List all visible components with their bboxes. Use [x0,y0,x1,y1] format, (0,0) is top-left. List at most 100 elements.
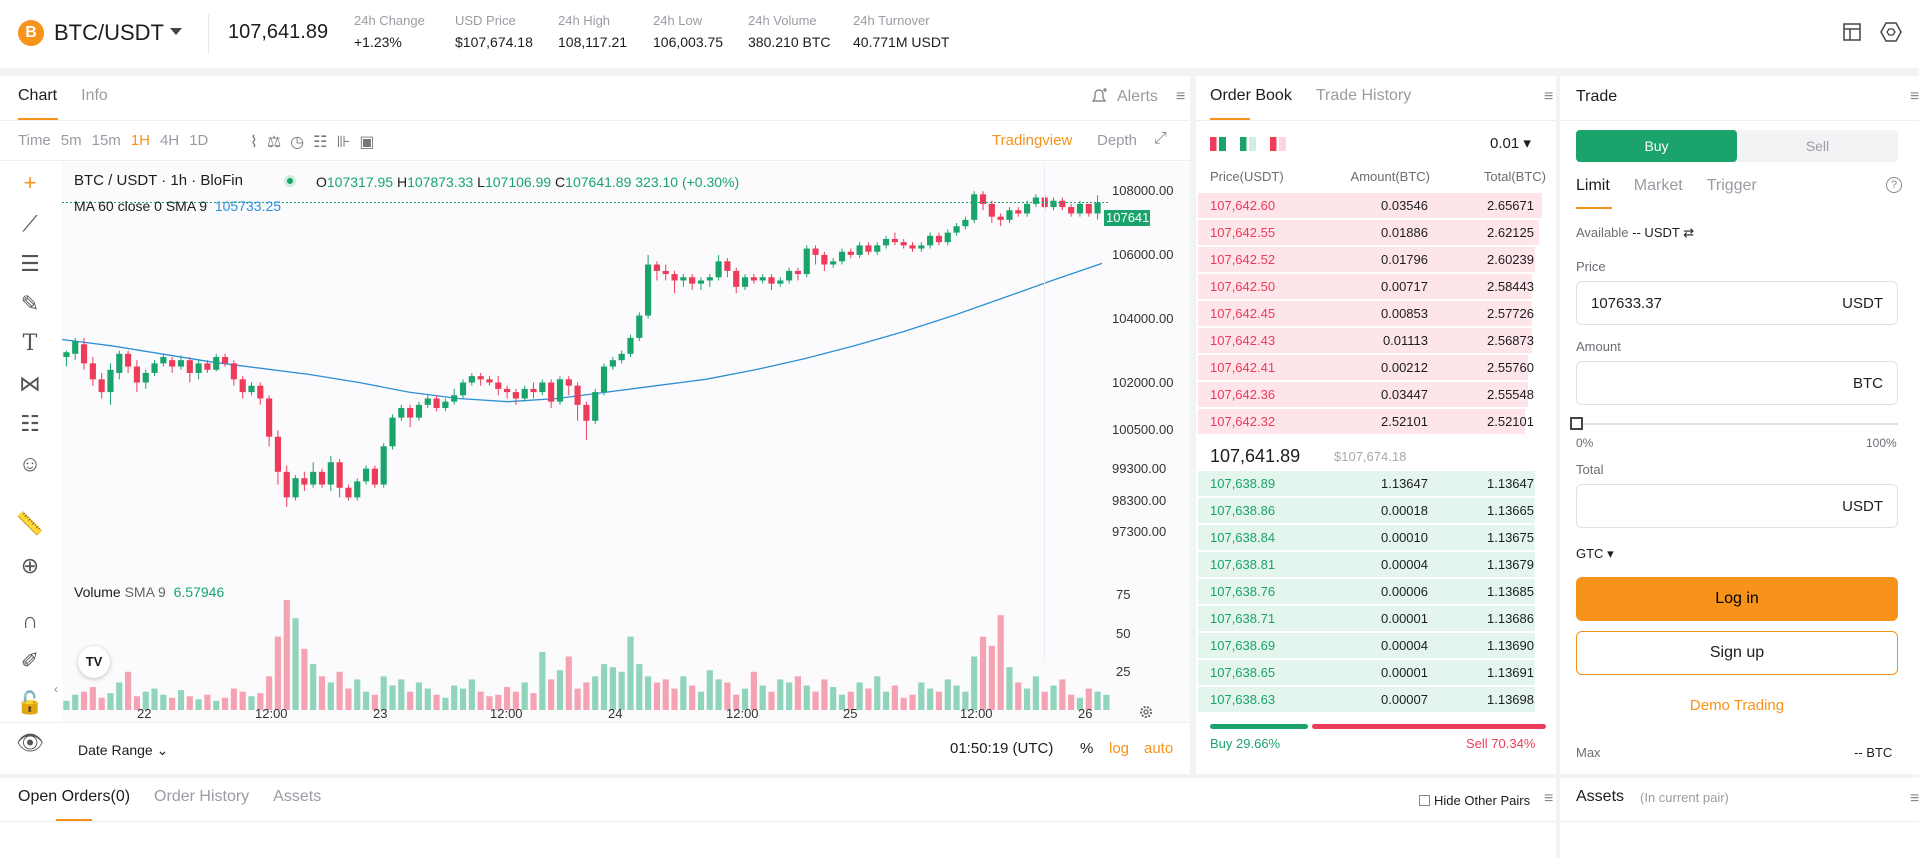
price-input[interactable]: 107633.37 USDT [1576,281,1898,325]
help-icon[interactable]: ? [1886,177,1902,193]
zoom-in-icon[interactable]: ⊕ [20,553,40,578]
tab-order-history[interactable]: Order History [154,788,250,805]
buy-tab-button[interactable]: Buy [1576,130,1737,162]
eye-icon[interactable]: 👁 [16,730,44,755]
candlestick-chart[interactable] [62,162,1190,722]
candle-body [830,261,837,265]
tab-info[interactable]: Info [81,87,108,104]
forecast-icon[interactable]: ☷ [20,411,40,436]
view-depth[interactable]: Depth [1097,132,1138,149]
tf-1d[interactable]: 1D [189,132,209,149]
crosshair-icon[interactable]: + [23,170,37,195]
brush-icon[interactable]: ✎ [20,291,40,316]
amount-cell: 0.00001 [1381,611,1428,626]
ask-row[interactable]: 107,642.50 0.00717 2.58443 [1198,273,1542,300]
login-button[interactable]: Log in [1576,577,1898,621]
alerts-button[interactable]: Alerts [1117,88,1158,105]
volume-bar [750,671,757,710]
ask-row[interactable]: 107,642.60 0.03546 2.65671 [1198,192,1542,219]
tf-4h[interactable]: 4H [160,132,180,149]
amount-slider-handle[interactable] [1570,417,1583,430]
total-input[interactable]: USDT [1576,484,1898,528]
tf-5m[interactable]: 5m [60,132,82,149]
ask-row[interactable]: 107,642.36 0.03447 2.55548 [1198,381,1542,408]
volume-bar [882,691,890,710]
log-toggle[interactable]: log [1109,740,1130,757]
precision-select[interactable]: 0.01 ▾ [1490,135,1531,152]
bid-row[interactable]: 107,638.65 0.00001 1.13691 [1198,659,1542,686]
unlock-icon[interactable]: 🔓 [16,690,44,715]
tab-order-book[interactable]: Order Book [1210,87,1292,104]
tab-assets[interactable]: Assets [273,788,322,805]
bid-row[interactable]: 107,638.81 0.00004 1.13679 [1198,551,1542,578]
candle-body [627,337,634,354]
panel-menu-icon[interactable]: ≡ [1544,790,1554,807]
tf-time[interactable]: Time [18,132,51,149]
layout-icon[interactable] [1842,22,1862,42]
tab-trigger[interactable]: Trigger [1706,177,1757,194]
panel-menu-icon[interactable]: ≡ [1910,88,1919,105]
panel-menu-icon[interactable]: ≡ [1910,790,1919,807]
tab-trade-history[interactable]: Trade History [1315,87,1412,104]
volume-bar [1024,688,1031,710]
pair-selector[interactable]: BTC/USDT [54,20,164,45]
volume-bar [354,679,361,710]
pattern-icon[interactable]: ⋈ [19,371,41,396]
view-both-icon[interactable] [1210,137,1226,151]
tradingview-logo[interactable]: TV [78,646,110,678]
settings-hex-icon[interactable] [1880,21,1902,43]
amount-slider-track[interactable] [1576,423,1898,425]
bid-row[interactable]: 107,638.76 0.00006 1.13685 [1198,578,1542,605]
magnet-icon[interactable]: ∩ [22,608,38,633]
gear-icon[interactable] [1138,704,1154,720]
panel-menu-icon[interactable]: ≡ [1544,88,1554,105]
tab-chart[interactable]: Chart [18,87,58,104]
ask-row[interactable]: 107,642.55 0.01886 2.62125 [1198,219,1542,246]
fib-lines-icon[interactable]: ☰ [20,251,40,276]
view-asks-icon[interactable] [1270,137,1286,151]
view-bids-icon[interactable] [1240,137,1256,151]
emoji-icon[interactable]: ☺ [18,451,42,476]
hide-pairs-checkbox[interactable] [1419,795,1430,806]
ask-row[interactable]: 107,642.43 0.01113 2.56873 [1198,327,1542,354]
tab-open-orders[interactable]: Open Orders(0) [18,788,131,805]
view-tradingview[interactable]: Tradingview [992,132,1073,149]
tf-1h[interactable]: 1H [130,132,150,149]
date-range-dropdown[interactable]: Date Range ⌄ [78,742,169,758]
tab-limit[interactable]: Limit [1576,177,1610,194]
price-cell: 107,642.41 [1210,360,1276,375]
trendline-icon[interactable]: ⟋ [22,211,38,236]
transfer-icon[interactable]: ⇄ [1683,225,1695,240]
bid-row[interactable]: 107,638.71 0.00001 1.13686 [1198,605,1542,632]
stat-24h-change: 24h Change +1.23% [354,13,425,50]
fullscreen-icon[interactable]: ⤢ [1154,130,1167,147]
ask-row[interactable]: 107,642.32 2.52101 2.52101 [1198,408,1542,435]
bid-row[interactable]: 107,638.84 0.00010 1.13675 [1198,524,1542,551]
bid-row[interactable]: 107,638.86 0.00018 1.13665 [1198,497,1542,524]
chevron-down-icon[interactable] [170,28,182,35]
sell-tab-button[interactable]: Sell [1805,138,1830,154]
auto-toggle[interactable]: auto [1144,740,1174,757]
time-in-force-select[interactable]: GTC ▾ [1576,546,1614,561]
tf-15m[interactable]: 15m [91,132,121,149]
bell-plus-icon[interactable] [1089,86,1109,106]
bid-row[interactable]: 107,638.63 0.00007 1.13698 [1198,686,1542,713]
text-tool-icon[interactable]: T [22,331,38,356]
ask-row[interactable]: 107,642.41 0.00212 2.55760 [1198,354,1542,381]
candle-body [160,357,167,364]
lock-pencil-icon[interactable]: ✐ [20,648,40,673]
last-price: 107,641.89 [228,21,329,43]
signup-button[interactable]: Sign up [1576,631,1898,675]
ruler-icon[interactable]: 📏 [16,511,44,536]
ask-row[interactable]: 107,642.45 0.00853 2.57726 [1198,300,1542,327]
demo-trading-link[interactable]: Demo Trading [1689,697,1785,714]
percent-toggle[interactable]: % [1080,740,1094,757]
bid-row[interactable]: 107,638.89 1.13647 1.13647 [1198,470,1542,497]
chart-tools-icons[interactable]: ⌇⚖◷☷⊪▣ [250,134,384,151]
scroll-left-icon[interactable]: ‹ [54,682,58,696]
amount-input[interactable]: BTC [1576,361,1898,405]
ask-row[interactable]: 107,642.52 0.01796 2.60239 [1198,246,1542,273]
tab-market[interactable]: Market [1633,177,1683,194]
panel-menu-icon[interactable]: ≡ [1176,88,1186,105]
bid-row[interactable]: 107,638.69 0.00004 1.13690 [1198,632,1542,659]
